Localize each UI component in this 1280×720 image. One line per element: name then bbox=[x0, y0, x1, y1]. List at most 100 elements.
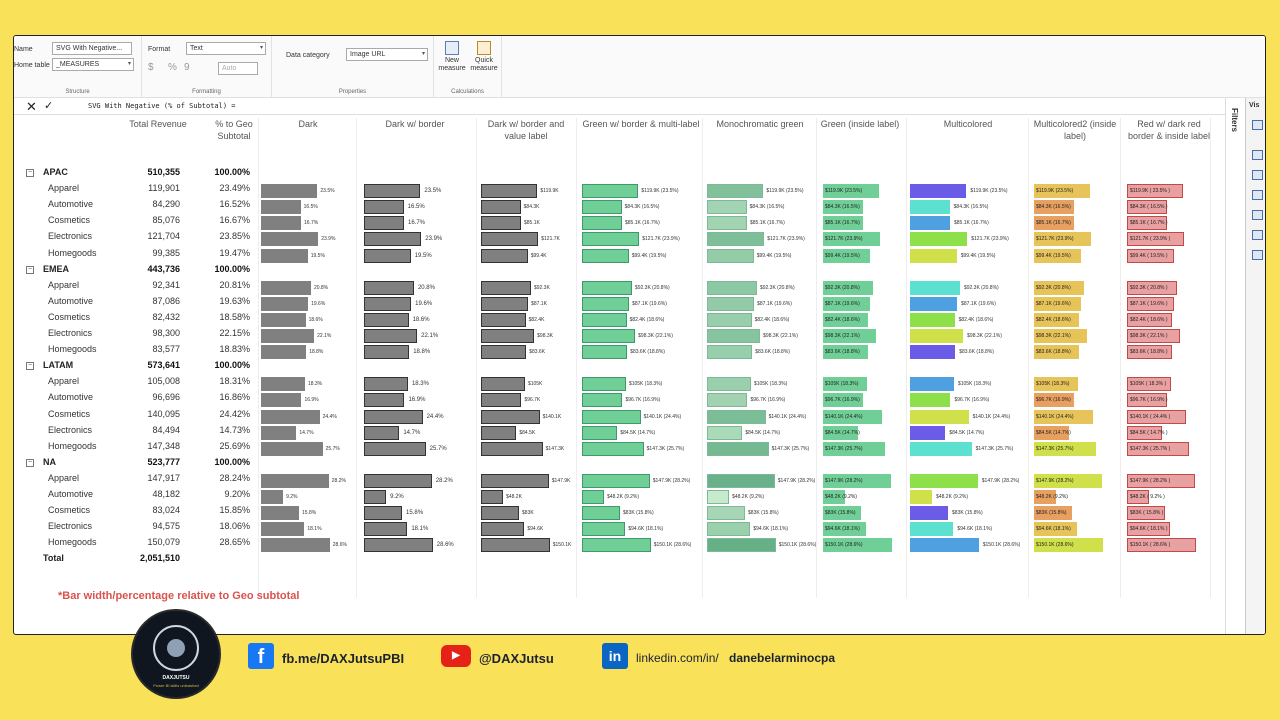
dark-border-bar bbox=[364, 345, 410, 360]
category-label[interactable]: Electronics bbox=[48, 521, 93, 532]
format-select[interactable]: Text ▾ bbox=[186, 42, 266, 55]
python-visual-icon[interactable] bbox=[1252, 230, 1263, 240]
formatting-caption: Formatting bbox=[192, 89, 221, 95]
red-border-bar bbox=[1127, 441, 1189, 456]
linkedin-link[interactable]: in linkedin.com/in/ danebelarminocpa bbox=[602, 643, 862, 671]
formula-text[interactable]: SVG With Negative (% of Subtotal) = bbox=[88, 102, 236, 110]
multicolored-label: $105K (18.3%) bbox=[957, 381, 992, 388]
dark-border-value-header[interactable]: Dark w/ border and value label bbox=[487, 119, 565, 141]
category-label[interactable]: Cosmetics bbox=[48, 505, 91, 516]
category-label[interactable]: Apparel bbox=[48, 376, 80, 387]
multicolored2-label: $147.3K (25.7%) bbox=[1036, 445, 1074, 452]
new-measure-button[interactable]: New measure bbox=[436, 41, 468, 73]
commit-icon[interactable]: ✓ bbox=[44, 100, 54, 112]
monochromatic-green-label: $99.4K (19.5%) bbox=[756, 252, 792, 259]
category-revenue: 98,300 bbox=[152, 328, 180, 338]
dark-header[interactable]: Dark bbox=[298, 119, 318, 129]
more-visuals-icon[interactable] bbox=[1252, 250, 1263, 260]
multicolored2-bar bbox=[1034, 473, 1102, 488]
geo-label[interactable]: LATAM bbox=[43, 360, 74, 371]
category-label[interactable]: Apparel bbox=[48, 183, 80, 194]
green-multi-label: $121.7K (23.9%) bbox=[642, 236, 680, 243]
green-border-multi-header[interactable]: Green w/ border & multi-label bbox=[582, 119, 700, 129]
red-border-label: $83.6K ( 18.8% ) bbox=[1130, 349, 1168, 356]
map-icon[interactable] bbox=[1252, 190, 1263, 200]
monochromatic-green-header[interactable]: Monochromatic green bbox=[716, 119, 804, 129]
multicolored-bar bbox=[910, 441, 972, 456]
red-dark-border-header[interactable]: Red w/ dark red border & inside label bbox=[1127, 119, 1211, 141]
category-label[interactable]: Cosmetics bbox=[48, 311, 91, 322]
dark-border-header[interactable]: Dark w/ border bbox=[385, 119, 445, 129]
dark-bar-label: 19.5% bbox=[310, 252, 325, 259]
pct-geo-header[interactable]: % to Geo Subtotal bbox=[215, 119, 253, 141]
multicolored2-bar bbox=[1034, 232, 1092, 247]
geo-label[interactable]: EMEA bbox=[43, 263, 70, 274]
red-border-label: $48.2K ( 9.2% ) bbox=[1130, 494, 1165, 500]
decimal-places-stepper[interactable]: Auto bbox=[218, 62, 258, 75]
category-label[interactable]: Apparel bbox=[48, 279, 80, 290]
cancel-icon[interactable]: ✕ bbox=[26, 99, 37, 114]
total-revenue-header[interactable]: Total Revenue bbox=[129, 119, 187, 129]
category-label[interactable]: Automotive bbox=[48, 295, 94, 306]
green-inside-header[interactable]: Green (inside label) bbox=[820, 119, 900, 129]
monochromatic-green-label: $150.1K (28.6%) bbox=[778, 542, 817, 549]
category-label[interactable]: Automotive bbox=[48, 392, 94, 403]
category-label[interactable]: Homegoods bbox=[48, 247, 97, 258]
ribbon: Name SVG With Negative... Home table _ME… bbox=[14, 36, 1265, 98]
line-chart-icon[interactable] bbox=[1252, 170, 1263, 180]
data-category-select[interactable]: Image URL ▾ bbox=[346, 48, 428, 61]
category-label[interactable]: Electronics bbox=[48, 231, 93, 242]
dark-bar bbox=[261, 296, 309, 311]
name-field[interactable]: SVG With Negative... bbox=[52, 42, 132, 55]
red-border-label: $87.1K ( 19.6% ) bbox=[1130, 300, 1168, 307]
comma-button[interactable]: 9 bbox=[184, 62, 190, 73]
geo-label[interactable]: NA bbox=[43, 456, 56, 467]
filters-pane[interactable]: Filters bbox=[1225, 98, 1245, 634]
category-pct: 25.69% bbox=[219, 440, 250, 451]
green-inside-bar bbox=[823, 232, 881, 247]
green-multi-bar bbox=[582, 280, 632, 295]
visualizations-pane[interactable]: Vis bbox=[1245, 98, 1265, 634]
youtube-handle: @DAXJutsu bbox=[479, 651, 554, 666]
facebook-link[interactable]: f fb.me/DAXJutsuPBI bbox=[248, 643, 428, 671]
multicolored-header[interactable]: Multicolored bbox=[943, 119, 993, 129]
multicolored2-bar bbox=[1034, 490, 1057, 504]
multicolored2-label: $82.4K (18.6%) bbox=[1036, 316, 1071, 323]
home-table-select[interactable]: _MEASURES ▾ bbox=[52, 58, 134, 71]
collapse-toggle[interactable]: − bbox=[26, 458, 34, 467]
formula-bar[interactable]: ✕ ✓ SVG With Negative (% of Subtotal) = bbox=[14, 98, 1247, 115]
category-label[interactable]: Electronics bbox=[48, 424, 93, 435]
dark-value-label: $84.5K bbox=[519, 429, 536, 436]
youtube-link[interactable]: ▶ @DAXJutsu bbox=[441, 643, 581, 671]
green-inside-label: $140.1K (24.4%) bbox=[825, 413, 863, 420]
currency-button[interactable]: $ bbox=[148, 62, 154, 73]
dark-border-bar bbox=[364, 329, 418, 343]
matrix-visual: Total Revenue % to Geo Subtotal Dark Dark w… bbox=[14, 116, 1225, 616]
dark-bar bbox=[261, 473, 329, 488]
percent-button[interactable]: % bbox=[168, 62, 177, 73]
table-visual-icon[interactable] bbox=[1252, 120, 1263, 130]
multicolored2-header[interactable]: Multicolored2 (inside label) bbox=[1033, 119, 1117, 141]
green-multi-bar bbox=[582, 377, 626, 392]
monochromatic-green-bar bbox=[707, 425, 743, 440]
category-label[interactable]: Homegoods bbox=[48, 537, 97, 548]
category-label[interactable]: Cosmetics bbox=[48, 408, 91, 419]
category-label[interactable]: Homegoods bbox=[48, 344, 97, 355]
category-revenue: 85,076 bbox=[152, 215, 180, 226]
category-label[interactable]: Electronics bbox=[48, 328, 93, 338]
geo-label[interactable]: APAC bbox=[43, 167, 68, 177]
collapse-toggle[interactable]: − bbox=[26, 169, 34, 177]
collapse-toggle[interactable]: − bbox=[26, 362, 34, 371]
category-label[interactable]: Automotive bbox=[48, 489, 94, 499]
matrix-icon[interactable] bbox=[1252, 210, 1263, 220]
category-label[interactable]: Apparel bbox=[48, 472, 80, 483]
monochromatic-green-label: $83K (15.8%) bbox=[748, 510, 779, 517]
bar-chart-icon[interactable] bbox=[1252, 150, 1263, 160]
quick-measure-button[interactable]: Quick measure bbox=[468, 41, 500, 73]
multicolored-label: $94.6K (18.1%) bbox=[957, 526, 993, 533]
category-label[interactable]: Homegoods bbox=[48, 440, 97, 451]
category-label[interactable]: Cosmetics bbox=[48, 215, 91, 226]
category-label[interactable]: Automotive bbox=[48, 199, 94, 210]
collapse-toggle[interactable]: − bbox=[26, 265, 34, 274]
youtube-icon: ▶ bbox=[441, 645, 471, 667]
